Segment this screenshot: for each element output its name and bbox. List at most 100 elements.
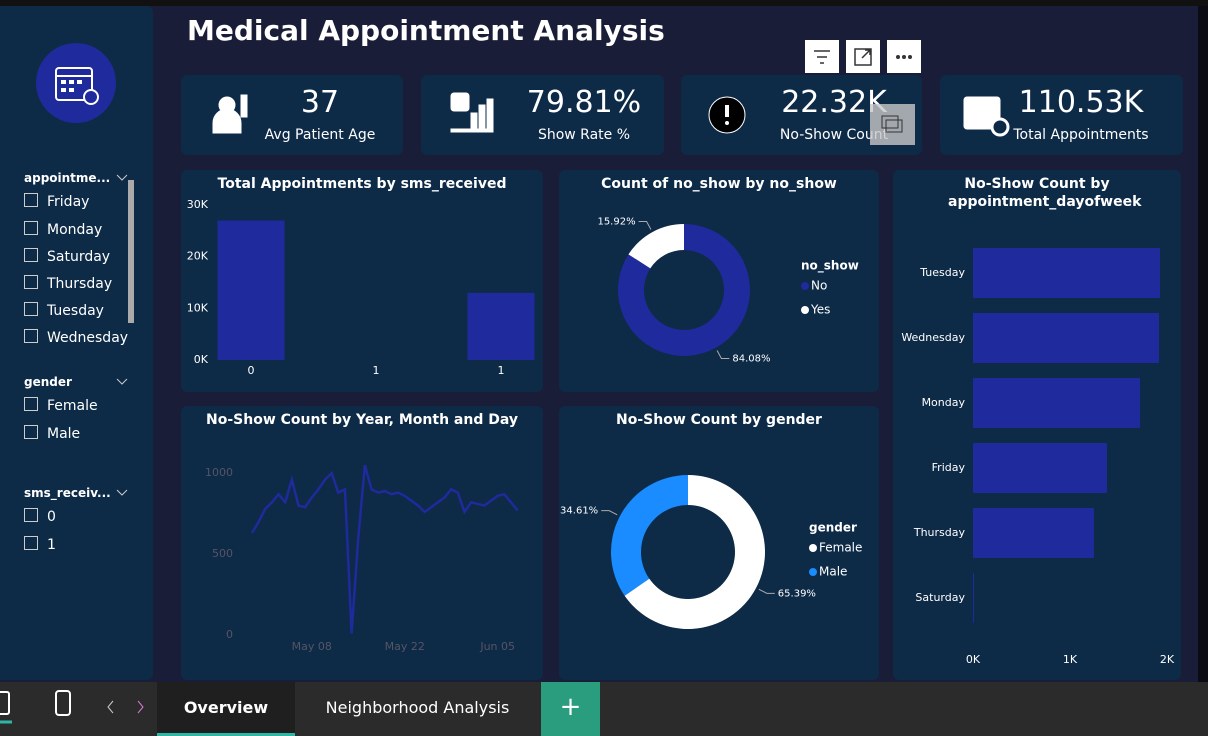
chevron-path (116, 489, 128, 496)
checkbox (24, 275, 38, 289)
chevron-path (116, 174, 128, 181)
slicer-label: 0 (47, 509, 56, 525)
legend-title: no_show (801, 259, 859, 274)
donut-slice (618, 224, 750, 356)
data-label: 84.08% (732, 353, 770, 364)
kpi-card: 110.53K Total Appointments (940, 75, 1183, 155)
y-tick-label: 0K (194, 353, 209, 366)
donut-slice (624, 475, 765, 629)
slicer-item[interactable]: Friday (24, 193, 89, 210)
chart-panel: No-Show Count by Year, Month and Day 0 500… (181, 406, 543, 680)
slicer-item[interactable]: Male (24, 425, 80, 442)
slicer-label: Monday (47, 222, 103, 238)
kpi-label: No-Show Count (779, 127, 889, 143)
legend-marker (801, 282, 809, 290)
data-label: 65.39% (778, 588, 816, 599)
legend-label: Male (819, 565, 847, 579)
chart-title: Count of no_show by no_show (601, 176, 837, 192)
chart-panel: Total Appointments by sms_received 0K 10K 2… (181, 170, 543, 392)
data-label: 15.92% (597, 217, 635, 228)
chevron[interactable] (116, 378, 128, 386)
tab-active[interactable]: Overview (157, 682, 295, 736)
slicer-item[interactable]: Saturday (24, 248, 110, 265)
category-label: Saturday (915, 591, 965, 604)
kpi-icon (708, 96, 746, 134)
leader-line (758, 588, 775, 594)
tab-bar: Overview Neighborhood Analysis + (0, 682, 1208, 736)
filter-button[interactable] (805, 40, 839, 73)
chart-title: No-Show Count by gender (616, 412, 822, 428)
checkbox (24, 397, 38, 411)
icon (708, 96, 746, 134)
bar (973, 248, 1161, 298)
x-tick-label: May 22 (385, 640, 425, 653)
kpi-icon (212, 94, 248, 134)
category-label: Friday (932, 461, 966, 474)
slicer-item[interactable]: Wednesday (24, 329, 128, 346)
slicer-label: Female (47, 398, 98, 414)
icon (450, 92, 494, 133)
slicer-item[interactable]: Monday (24, 221, 102, 238)
slicer-title: gender (24, 375, 72, 389)
checkbox (24, 536, 38, 550)
slicer-label: Male (47, 426, 81, 442)
legend-label: Female (819, 541, 862, 555)
data-label: 34.61% (560, 506, 598, 517)
legend-title: gender (809, 521, 857, 535)
x-tick-label: 1 (498, 364, 505, 377)
chart: 0K 10K 20K 30K 0 1 1 (187, 198, 535, 377)
x-tick-label: 1 (373, 364, 380, 377)
chart-title: Total Appointments by sms_received (217, 176, 507, 192)
focus-button[interactable] (846, 40, 880, 73)
x-tick-label: 0K (966, 653, 981, 666)
slicer-item[interactable]: Thursday (24, 275, 112, 292)
checkbox (24, 302, 38, 316)
bar (973, 313, 1160, 363)
kpi-label: Avg Patient Age (264, 127, 376, 143)
scrollbar[interactable] (128, 180, 134, 323)
logo (36, 43, 116, 123)
chart-title: No-Show Count by appointment_dayofweek (948, 176, 1142, 210)
add-tab[interactable]: + (541, 682, 600, 736)
donut-slice (628, 224, 684, 269)
chart-panel: Count of no_show by no_show 84.08% No 15.92… (559, 170, 879, 392)
y-tick-label: 10K (187, 301, 209, 314)
overlay-button[interactable] (870, 104, 915, 145)
kpi-value: 79.81% (526, 85, 642, 120)
legend-label: No (811, 279, 827, 293)
slicer-label: Saturday (47, 249, 111, 265)
slicer-label: Tuesday (47, 303, 104, 319)
y-tick-label: 20K (187, 250, 209, 263)
leader-line (601, 510, 618, 516)
checkbox (24, 193, 38, 207)
slicer-item[interactable]: Tuesday (24, 302, 104, 319)
checkbox (24, 221, 38, 235)
chart-panel: No-Show Count by appointment_dayofweek 0K… (893, 170, 1181, 680)
slicer-item[interactable]: Female (24, 397, 98, 414)
leader-line (716, 350, 730, 359)
y-tick-label: 500 (212, 547, 233, 560)
x-tick-label: 1K (1063, 653, 1078, 666)
bar (973, 378, 1141, 428)
chevron[interactable] (116, 489, 128, 497)
slicer-item[interactable]: 1 (24, 536, 56, 553)
slicer-panel: appointme... Friday Monday Saturday Thursday… (0, 6, 153, 680)
slicer-label: 1 (47, 537, 56, 553)
chevron[interactable] (116, 174, 128, 182)
tab-label: Overview (183, 698, 269, 717)
y-tick-label: 0 (226, 628, 233, 641)
chart: 84.08% No 15.92% Yes no_show (597, 217, 859, 365)
slicer-item[interactable]: 0 (24, 508, 56, 525)
checkbox (24, 425, 38, 439)
tab[interactable]: Neighborhood Analysis (325, 698, 510, 717)
category-label: Wednesday (901, 331, 965, 344)
more-button[interactable] (887, 40, 921, 73)
slicer-label: Wednesday (47, 330, 129, 346)
y-tick-label: 1000 (205, 466, 233, 479)
slicer-label: Friday (47, 194, 90, 210)
chart: 0 500 1000 May 08 May 22 Jun 05 (205, 464, 519, 653)
checkbox (24, 248, 38, 262)
legend-marker (809, 568, 817, 576)
kpi-icon (963, 96, 1010, 137)
nav-icons[interactable] (0, 682, 160, 736)
